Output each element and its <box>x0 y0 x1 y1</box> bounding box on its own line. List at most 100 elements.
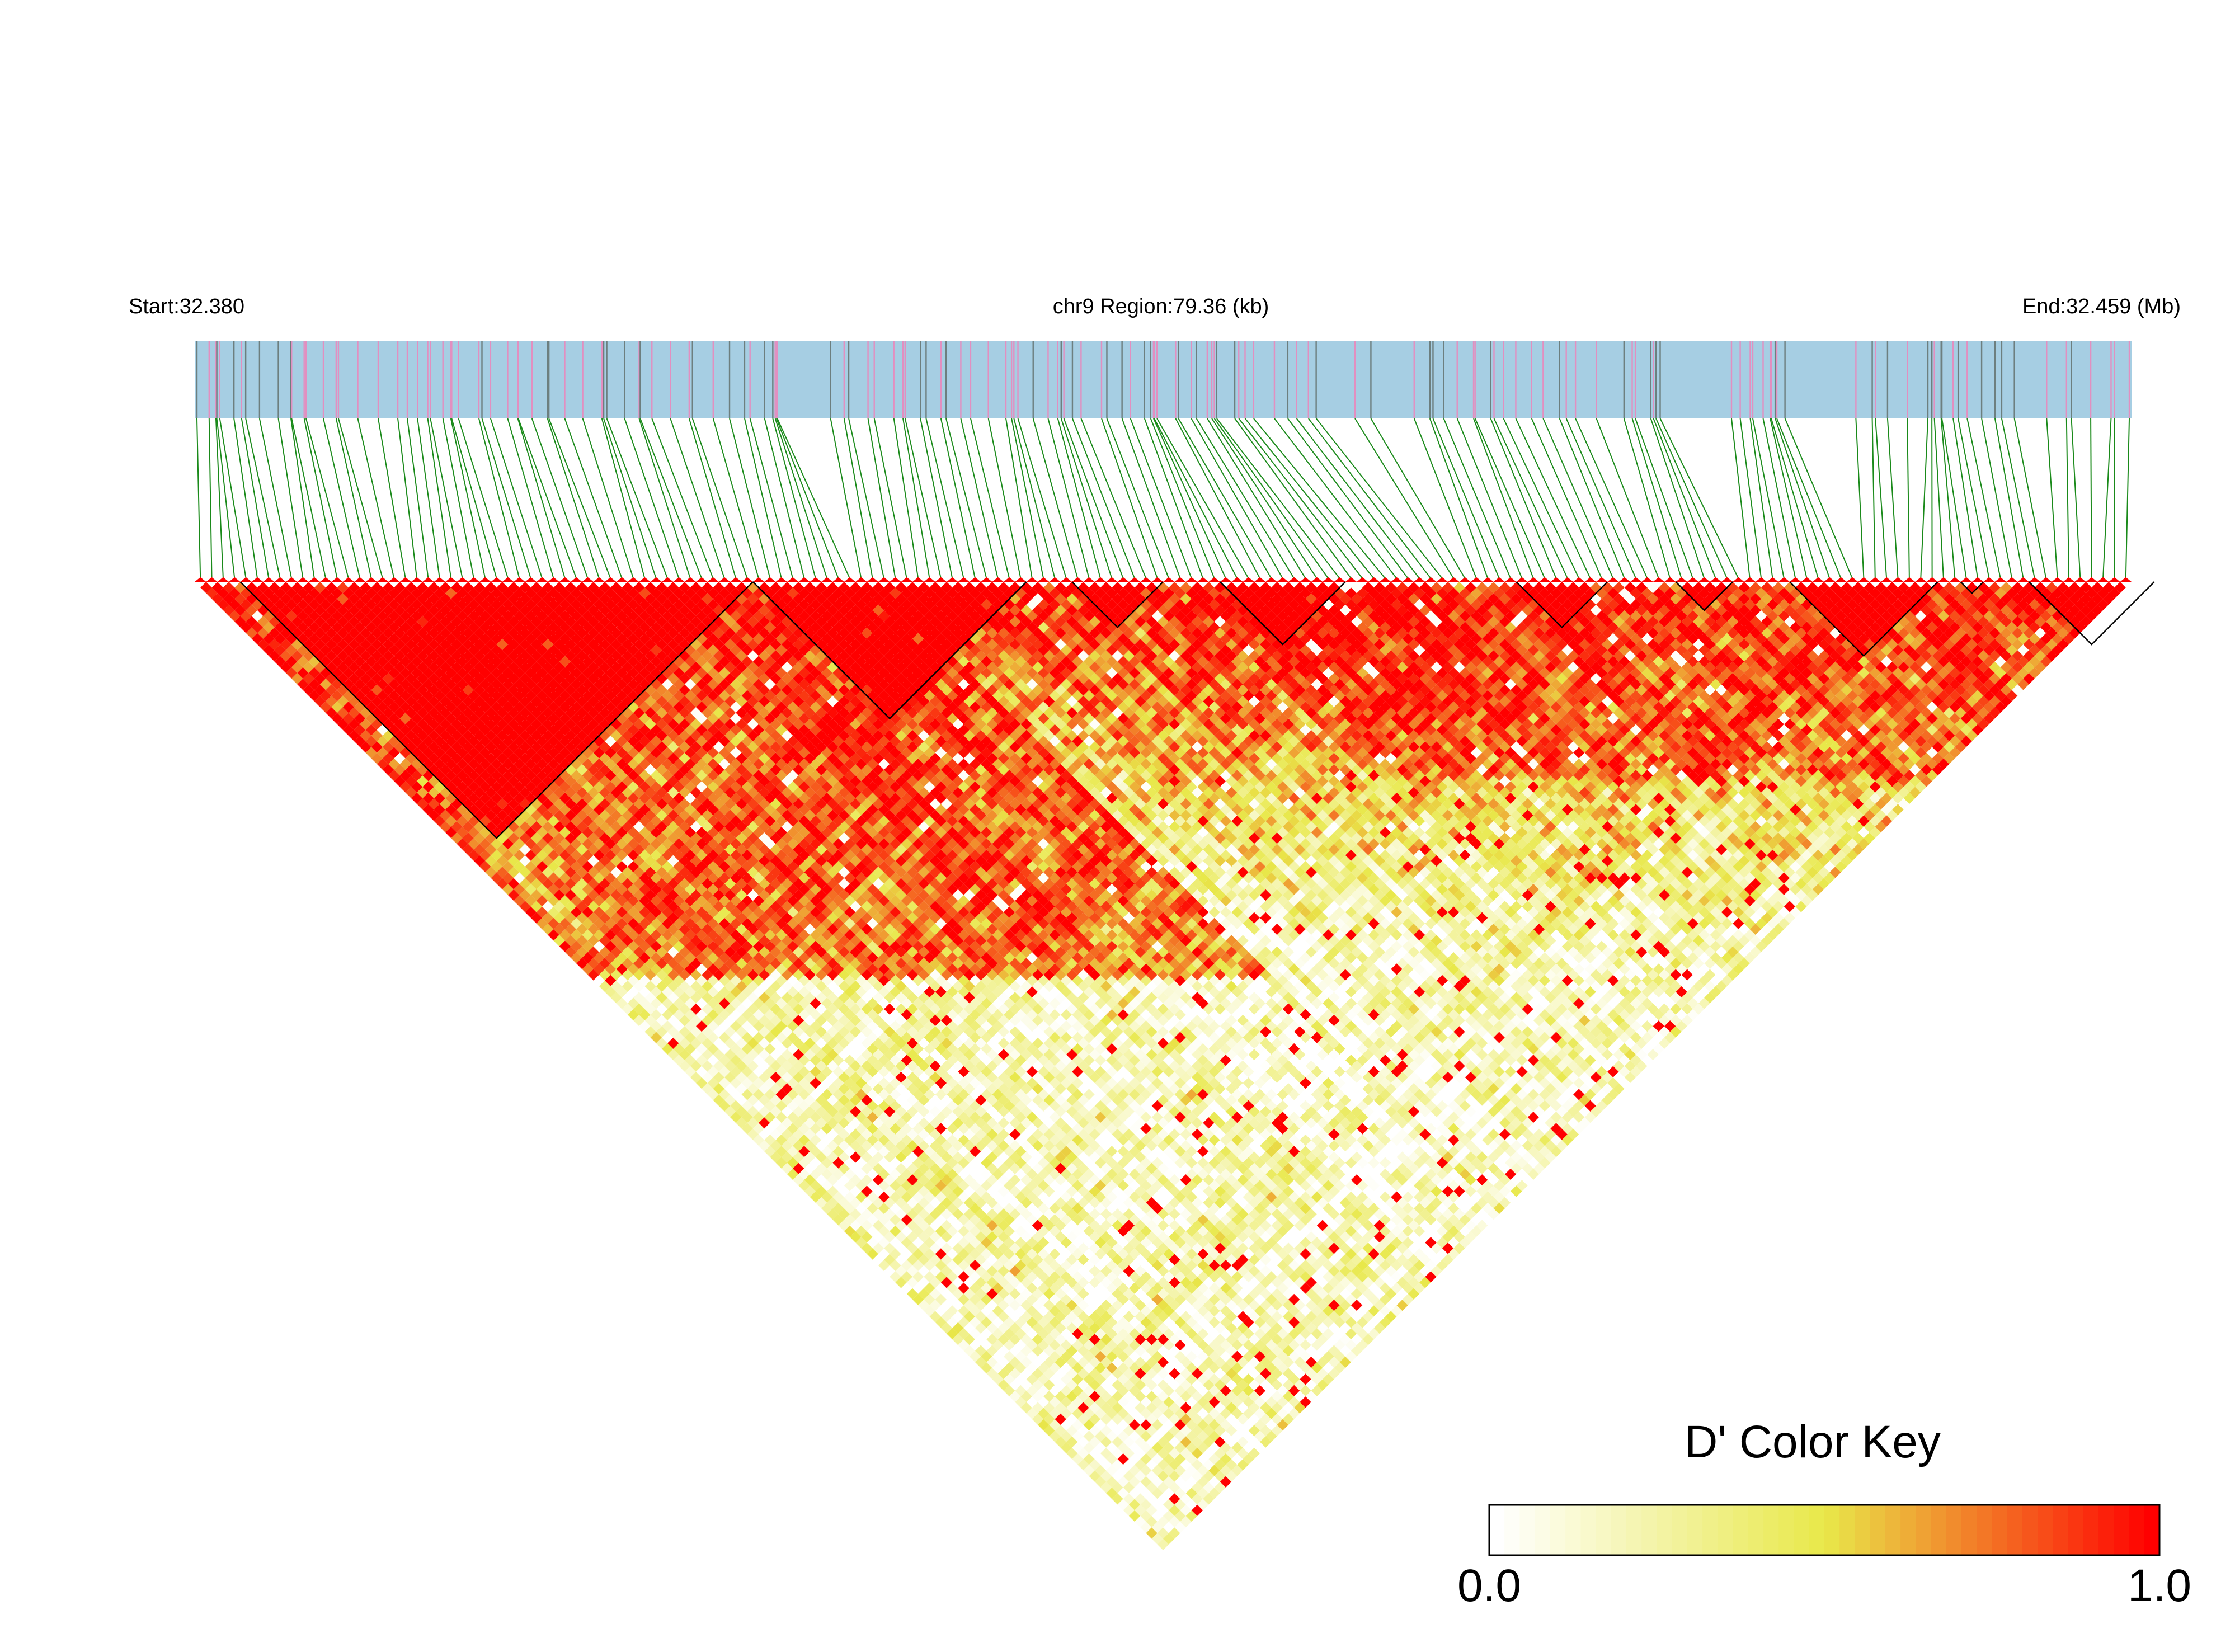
ld-cell <box>1032 1300 1044 1311</box>
ld-cell <box>428 787 440 798</box>
ld-cell <box>514 781 525 793</box>
ld-cell <box>274 622 286 633</box>
ld-cell <box>263 587 275 599</box>
ld-cell <box>890 1237 901 1249</box>
ld-cell <box>360 729 371 742</box>
ld-cell <box>741 1123 753 1135</box>
ld-cell <box>1066 1322 1078 1334</box>
ld-cell <box>975 1265 987 1277</box>
ld-cell <box>388 724 400 736</box>
ld-cell <box>662 1020 674 1032</box>
ld-cell <box>1163 1533 1175 1545</box>
ld-cell <box>399 667 411 679</box>
ld-cell <box>713 1071 724 1083</box>
ld-cell <box>747 1105 759 1118</box>
snp-connector <box>2102 418 2112 579</box>
ld-cell <box>781 1128 793 1140</box>
ld-cell <box>981 1350 992 1362</box>
ld-cell <box>815 1071 827 1083</box>
snp-connector <box>407 418 429 579</box>
ld-cell <box>667 946 679 958</box>
ld-cell <box>326 627 337 639</box>
ld-cell <box>548 895 559 907</box>
ld-cell <box>303 672 314 685</box>
ld-cell <box>462 832 474 844</box>
ld-cell <box>587 912 599 924</box>
ld-cell <box>342 724 355 736</box>
ld-cell <box>1123 1481 1135 1494</box>
ld-cell <box>633 980 645 992</box>
ld-cell <box>1163 1430 1175 1442</box>
ld-cell <box>1140 1442 1152 1453</box>
ld-cell <box>605 917 617 930</box>
ld-cell <box>878 1248 890 1260</box>
ld-cell <box>702 1014 713 1027</box>
ld-cell <box>741 1112 753 1123</box>
ld-cell <box>895 1140 907 1152</box>
ld-cell <box>633 923 645 935</box>
snp-connector <box>1315 418 1443 579</box>
ld-cell <box>633 958 645 969</box>
ld-cell <box>1100 1447 1112 1460</box>
ld-cell <box>377 622 389 633</box>
ld-cell <box>764 1043 776 1055</box>
ld-cell <box>1038 1408 1050 1419</box>
ld-cell <box>855 1180 867 1192</box>
ld-cell <box>564 878 577 889</box>
ld-cell <box>1003 1362 1015 1374</box>
ld-cell <box>810 1191 822 1203</box>
ld-cell <box>1066 1436 1078 1448</box>
snp-connector <box>1635 418 1693 579</box>
ld-cell <box>388 758 400 770</box>
ld-cell <box>308 610 320 622</box>
ld-cell <box>986 1231 998 1243</box>
ld-cell <box>947 1328 958 1340</box>
ld-cell <box>457 724 468 736</box>
ld-cell <box>1191 1504 1203 1516</box>
ld-cell <box>952 1242 964 1254</box>
ld-cell <box>867 1157 878 1169</box>
ld-cell <box>1112 1379 1123 1391</box>
ld-cell <box>1003 1248 1015 1260</box>
ld-cell <box>696 975 708 986</box>
ld-cell <box>1197 1465 1209 1476</box>
ld-cell <box>377 667 389 679</box>
ld-cell <box>929 1242 941 1254</box>
ld-cell <box>975 1311 987 1322</box>
ld-cell <box>434 713 445 724</box>
ld-cell <box>1100 1402 1112 1414</box>
snp-connector <box>1575 418 1648 579</box>
ld-cell <box>564 946 577 958</box>
snp-connector <box>450 418 486 579</box>
ld-cell <box>462 775 474 787</box>
ld-cell <box>696 1055 708 1066</box>
snp-connector <box>233 418 258 579</box>
ld-cell <box>1117 1442 1129 1453</box>
ld-cell <box>986 1300 998 1311</box>
ld-cell <box>462 741 474 753</box>
ld-cell <box>525 838 537 850</box>
ld-cell <box>906 1254 919 1265</box>
ld-cell <box>542 809 554 821</box>
ld-cell <box>872 1140 884 1152</box>
ld-cell <box>1049 1419 1061 1431</box>
ld-cell <box>1066 1379 1078 1391</box>
ld-cell <box>958 1316 970 1328</box>
ld-cell <box>394 775 406 787</box>
ld-cell <box>525 860 537 873</box>
ld-cell <box>1151 1442 1163 1453</box>
ld-cell <box>1140 1510 1152 1522</box>
snp-connector <box>323 418 361 579</box>
ld-cell <box>781 1037 793 1049</box>
ld-cell <box>947 1191 958 1203</box>
snp-connector <box>1216 418 1340 579</box>
ld-cell <box>718 975 731 986</box>
ld-cell <box>952 1197 964 1209</box>
ld-cell <box>514 849 525 861</box>
ld-cell <box>832 1214 844 1226</box>
ld-cell <box>377 690 389 702</box>
ld-cell <box>622 969 633 981</box>
ld-cell <box>610 946 622 958</box>
ld-cell <box>303 582 314 594</box>
ld-cell <box>308 644 320 656</box>
